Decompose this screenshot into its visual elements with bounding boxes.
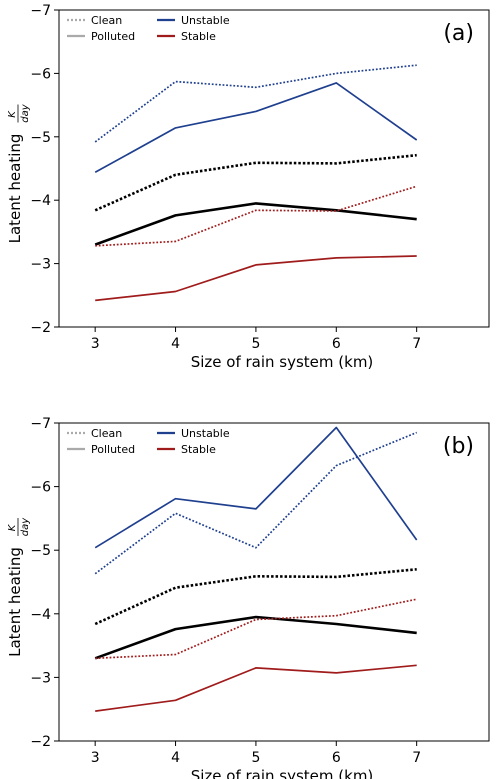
y-tick-label: −5 [30,543,51,559]
series-line-mean-polluted [94,615,417,660]
legend-label-stable: Stable [181,443,216,456]
x-tick-label: 7 [412,750,421,766]
y-tick-label: −6 [30,480,51,496]
x-tick-label: 3 [91,750,100,766]
panel-label: (b) [443,434,474,459]
panel-a: 3 4 5 6 7 −2 −3 −4 −5 −6 −7 Size of rain system (km… [6,3,490,371]
x-tick-label: 7 [412,336,421,352]
y-tick-label: −4 [30,193,51,209]
x-tick-label: 4 [171,750,180,766]
series-line-mean-clean [94,568,417,626]
y-axis-label-text: Latent heating [6,547,24,657]
legend-label-unstable: Unstable [181,14,230,27]
y-tick-label: −2 [30,734,51,750]
series-line-mean-polluted [94,202,417,246]
series-line-unstable-polluted [94,82,418,174]
x-tick-label: 6 [332,336,341,352]
legend: Clean Polluted Unstable Stable [67,14,230,43]
legend-label-clean: Clean [91,14,122,27]
x-tick-label: 5 [251,336,260,352]
y-axis-label: Latent heating K day [6,103,31,243]
y-tick-label: −6 [30,66,51,82]
y-axis-label-text: Latent heating [6,134,24,244]
y-tick-label: −2 [30,320,51,336]
series-line-stable-polluted [95,664,417,712]
panel-b: 3 4 5 6 7 −2 −3 −4 −5 −6 −7 Size of rain system (km… [6,416,490,779]
y-tick-label: −3 [30,670,51,686]
legend-label-clean: Clean [91,427,122,440]
series-line-unstable-polluted [94,426,418,549]
plot-frame [58,422,490,742]
y-tick-label: −4 [30,607,51,623]
y-axis-label-denominator: day [20,517,31,536]
y-tick-label: −5 [30,130,51,146]
series-line-unstable-clean [94,64,417,143]
legend-label-stable: Stable [181,30,216,43]
series-line-stable-clean [95,185,417,247]
legend-label-unstable: Unstable [181,427,230,440]
panel-label: (a) [443,21,474,46]
legend-label-polluted: Polluted [91,443,135,456]
x-tick-label: 5 [251,750,260,766]
legend-label-polluted: Polluted [91,30,135,43]
y-axis-label-denominator: day [20,103,31,122]
x-axis-label: Size of rain system (km) [191,353,374,371]
x-tick-label: 6 [332,750,341,766]
y-axis-label: Latent heating K day [6,517,31,657]
legend: Clean Polluted Unstable Stable [67,427,230,456]
y-tick-label: −3 [30,257,51,273]
plot-frame [58,9,490,328]
series-line-mean-clean [94,153,417,212]
x-tick-label: 3 [91,336,100,352]
series-line-unstable-clean [94,431,418,575]
series-line-stable-polluted [95,255,417,302]
x-axis-label: Size of rain system (km) [191,767,374,779]
y-tick-label: −7 [30,3,51,19]
x-tick-label: 4 [171,336,180,352]
y-axis-label-numerator: K [7,110,18,118]
y-tick-label: −7 [30,416,51,432]
y-axis-label-numerator: K [7,523,18,531]
